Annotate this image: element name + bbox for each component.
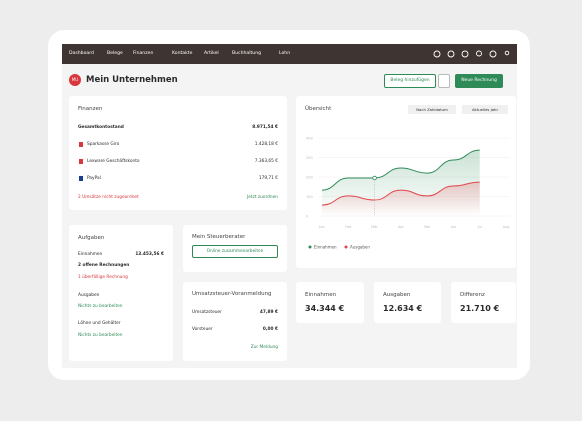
bank-icon <box>79 159 83 164</box>
y-tick-label: 100 <box>306 195 313 199</box>
nav-icons <box>433 50 510 58</box>
kpi-label: Differenz <box>460 292 485 298</box>
bank-icon <box>79 176 83 181</box>
line <box>321 149 480 191</box>
legend-label: Einnahmen <box>314 245 337 250</box>
icon[interactable] <box>447 50 455 58</box>
bank-icon <box>79 142 83 147</box>
tasks-card: Aufgaben Einnahmen 13.453,56 € 2 offene … <box>69 225 173 361</box>
kpi-value: 34.344 € <box>305 304 345 313</box>
screen: Dashboard Belege Finanzen Kontakte Artik… <box>62 44 517 368</box>
filter[interactable]: Nach Zahldatum <box>408 105 456 114</box>
x-tick-label: Jun <box>450 225 456 229</box>
label: Einnahmen <box>78 252 103 257</box>
label: Vorsteuer <box>192 327 213 332</box>
legend-label: Ausgaben <box>350 245 370 250</box>
finance-card: Finanzen Gesamtkontostand 8.971,54 € Spa… <box>69 96 287 210</box>
x-tick-label: Apr <box>398 225 405 229</box>
nav-item[interactable]: Artikel <box>204 51 219 56</box>
overview-card: Übersicht Nach Zahldatum Aktuelles Jahr … <box>296 96 516 268</box>
x-tick-label: Mai <box>424 225 430 229</box>
value: 47,89 € <box>259 310 278 315</box>
label: Ausgaben <box>78 293 100 298</box>
card-title: Finanzen <box>78 106 103 112</box>
status: 1 überfällige Rechnung <box>78 275 128 280</box>
status: Nichts zu bearbeiten <box>78 304 123 309</box>
kpi-label: Einnahmen <box>305 292 337 298</box>
row-value: 1.428,18 € <box>254 142 278 147</box>
icon[interactable] <box>476 50 482 57</box>
icon[interactable] <box>433 50 441 58</box>
navbar: Dashboard Belege Finanzen Kontakte Artik… <box>62 44 517 64</box>
avatar: MU <box>69 74 81 86</box>
row-value: 179,71 € <box>258 176 278 181</box>
y-tick-label: 200 <box>306 175 313 179</box>
chart: 0 100 200 300 400 Jan Feb Mär Apr Mai Jun Jul Aug Ein… <box>306 136 510 250</box>
nav-item[interactable]: Dashboard <box>69 51 94 56</box>
area <box>322 182 480 216</box>
button[interactable]: Online zusammenarbeiten <box>192 245 278 258</box>
kpi-card: Differenz 21.710 € <box>451 282 516 323</box>
nav-item[interactable]: Kontakte <box>172 51 193 56</box>
row-value: 7.363,65 € <box>254 159 278 164</box>
kpi-label: Ausgaben <box>383 292 411 298</box>
row-label: Lexware Geschäftskonto <box>87 159 140 164</box>
x-tick-label: Feb <box>345 225 352 229</box>
kpi-card: Einnahmen 34.344 € <box>296 282 364 323</box>
kpi-value: 12.634 € <box>383 304 423 313</box>
card-title: Aufgaben <box>78 235 105 241</box>
y-tick-label: 400 <box>306 136 313 140</box>
row-value: 8.971,54 € <box>252 125 278 130</box>
row-label: PayPal <box>87 176 101 181</box>
status: 2 offene Rechnungen <box>78 263 130 268</box>
page-title: Mein Unternehmen <box>86 75 178 85</box>
nav-item[interactable]: Lohn <box>279 51 291 56</box>
nav-item[interactable]: Finanzen <box>133 51 154 56</box>
card-title: Mein Steuerberater <box>192 234 246 240</box>
x-tick-label: Mär <box>371 225 378 229</box>
y-tick-label: 300 <box>306 156 313 160</box>
add-receipt-button[interactable]: Beleg hinzufügen <box>384 74 436 88</box>
link[interactable]: Jetzt zuordnen <box>246 195 278 200</box>
icon[interactable] <box>504 50 510 56</box>
legend-dot <box>308 245 312 249</box>
x-tick-label: Aug <box>503 225 510 229</box>
new-invoice-button[interactable]: Neue Rechnung <box>455 74 503 88</box>
kpi-value: 21.710 € <box>460 304 500 313</box>
value: 0,00 € <box>262 327 278 332</box>
value: 13.453,56 € <box>135 252 164 257</box>
icon[interactable] <box>489 50 497 58</box>
label: Löhne und Gehälter <box>78 321 121 326</box>
status: Nichts zu bearbeiten <box>78 333 123 338</box>
line <box>321 181 480 206</box>
row-label: Gesamtkontostand <box>78 125 124 130</box>
y-tick-label: 0 <box>306 214 308 218</box>
vat-card: Umsatzsteuer-Voranmeldung Umsatzsteuer 4… <box>183 282 287 361</box>
advisor-card: Mein Steuerberater Online zusammenarbeit… <box>183 225 287 272</box>
row-label: Sparkasse Giro <box>87 142 120 147</box>
card-title: Umsatzsteuer-Voranmeldung <box>192 291 272 297</box>
x-tick-label: Jul <box>477 225 482 229</box>
nav-item[interactable]: Buchhaltung <box>232 51 262 56</box>
legend-dot <box>344 245 348 249</box>
x-tick-label: Jan <box>318 225 324 229</box>
label: Umsatzsteuer <box>192 310 222 315</box>
card-title: Übersicht <box>305 106 332 112</box>
dropdown-button[interactable] <box>438 74 450 88</box>
icon[interactable] <box>461 50 469 58</box>
link[interactable]: Zur Meldung <box>250 345 278 350</box>
hover-point <box>372 175 377 181</box>
filter[interactable]: Aktuelles Jahr <box>462 105 508 114</box>
nav-item[interactable]: Belege <box>107 51 123 56</box>
warning: 2 Umsätze nicht zugeordnet <box>78 195 139 200</box>
kpi-card: Ausgaben 12.634 € <box>374 282 441 323</box>
